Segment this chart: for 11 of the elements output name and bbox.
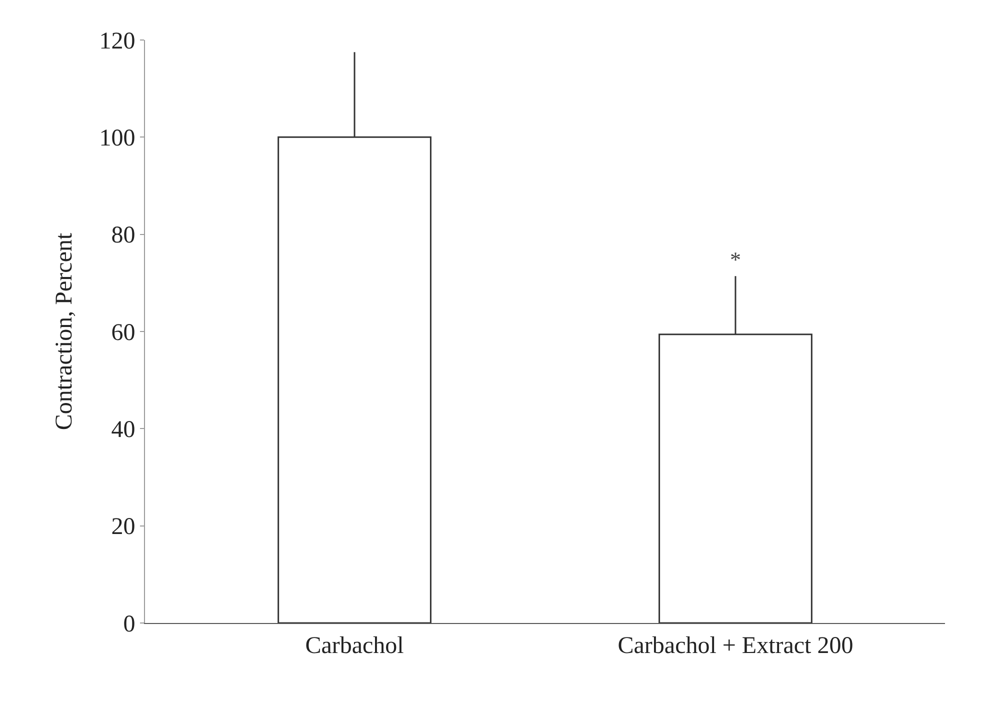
- y-tick-label: 120: [99, 28, 136, 54]
- y-tick-label: 60: [111, 320, 136, 346]
- x-tick-label: Carbachol: [305, 632, 404, 659]
- y-tick-label: 100: [99, 126, 136, 152]
- y-tick-label: 20: [111, 514, 136, 540]
- annotation: *: [730, 247, 741, 272]
- y-tick-label: 80: [111, 222, 136, 249]
- x-tick-label: Carbachol + Extract 200: [618, 632, 854, 659]
- y-tick-label: 40: [111, 417, 136, 444]
- y-axis-title: Contraction, Percent: [51, 232, 78, 430]
- y-tick-label: 0: [123, 611, 136, 638]
